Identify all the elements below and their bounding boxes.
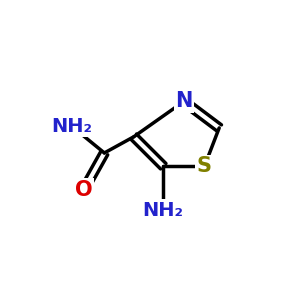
Text: NH₂: NH₂ <box>143 201 184 220</box>
Text: N: N <box>175 92 193 111</box>
Text: NH₂: NH₂ <box>52 117 92 136</box>
Text: S: S <box>197 156 212 176</box>
Text: O: O <box>75 180 93 200</box>
